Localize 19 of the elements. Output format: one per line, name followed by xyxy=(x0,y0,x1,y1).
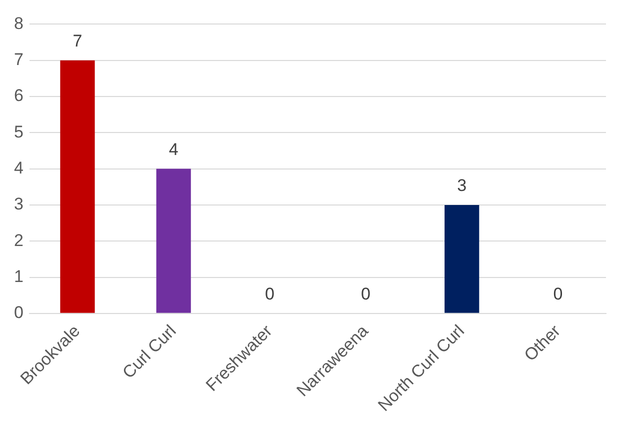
data-label: 0 xyxy=(361,284,371,304)
bar xyxy=(60,60,95,313)
y-tick-label: 2 xyxy=(14,230,24,250)
x-tick-label: Curl Curl xyxy=(118,321,180,382)
data-label: 3 xyxy=(457,176,467,196)
y-tick-label: 5 xyxy=(14,122,24,142)
y-tick-label: 6 xyxy=(14,86,24,106)
y-tick-label: 7 xyxy=(14,50,24,70)
y-tick-label: 3 xyxy=(14,194,24,214)
y-tick-label: 8 xyxy=(14,14,24,33)
y-tick-label: 4 xyxy=(14,158,24,178)
data-label: 0 xyxy=(264,284,274,304)
bar xyxy=(156,168,191,313)
data-label: 7 xyxy=(72,32,82,51)
data-label: 4 xyxy=(168,140,178,159)
data-label: 0 xyxy=(553,284,563,304)
y-tick-label: 0 xyxy=(14,303,24,322)
y-tick-label: 1 xyxy=(14,266,24,286)
bar xyxy=(444,204,480,313)
